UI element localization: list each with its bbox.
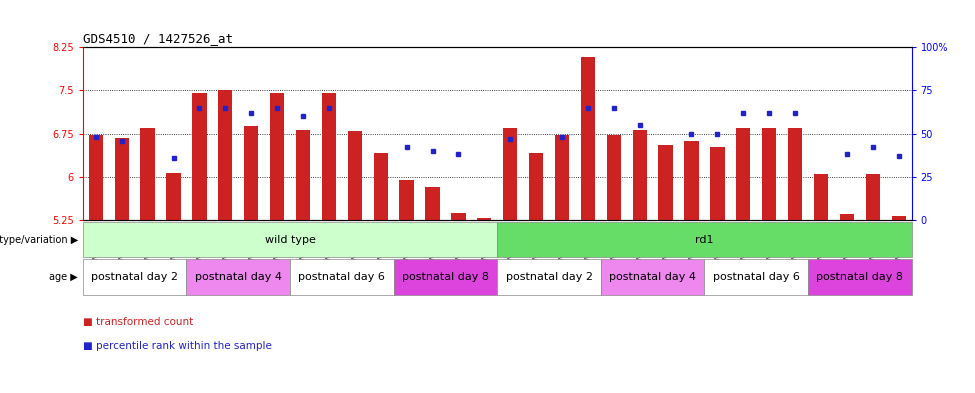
Text: postnatal day 4: postnatal day 4 xyxy=(195,272,282,282)
Bar xyxy=(244,126,258,220)
Bar xyxy=(704,259,808,295)
Bar xyxy=(477,219,491,220)
Bar xyxy=(601,259,704,295)
Bar xyxy=(186,259,291,295)
Bar xyxy=(89,135,103,220)
Bar xyxy=(400,180,413,220)
Text: postnatal day 6: postnatal day 6 xyxy=(713,272,800,282)
Bar xyxy=(839,214,854,220)
Bar xyxy=(788,128,802,220)
Bar xyxy=(606,135,621,220)
Text: postnatal day 8: postnatal day 8 xyxy=(816,272,903,282)
Bar xyxy=(658,145,673,220)
Bar xyxy=(497,222,912,257)
Bar xyxy=(83,259,186,295)
Bar xyxy=(83,222,497,257)
Bar xyxy=(633,130,646,220)
Text: GDS4510 / 1427526_at: GDS4510 / 1427526_at xyxy=(83,31,233,44)
Text: postnatal day 4: postnatal day 4 xyxy=(609,272,696,282)
Bar xyxy=(808,259,912,295)
Text: genotype/variation ▶: genotype/variation ▶ xyxy=(0,235,78,245)
Text: wild type: wild type xyxy=(264,235,316,245)
Bar xyxy=(891,216,906,220)
Bar xyxy=(581,57,595,220)
Text: ■ percentile rank within the sample: ■ percentile rank within the sample xyxy=(83,341,272,351)
Bar xyxy=(684,141,699,220)
Bar xyxy=(322,93,336,220)
Bar xyxy=(736,128,751,220)
Bar xyxy=(529,152,543,220)
Bar xyxy=(394,259,497,295)
Bar xyxy=(373,152,388,220)
Bar xyxy=(291,259,394,295)
Bar xyxy=(451,213,465,220)
Text: rd1: rd1 xyxy=(695,235,714,245)
Bar xyxy=(814,174,828,220)
Bar xyxy=(762,128,776,220)
Bar xyxy=(866,174,879,220)
Bar xyxy=(348,131,362,220)
Text: ■ transformed count: ■ transformed count xyxy=(83,317,193,327)
Bar xyxy=(270,93,285,220)
Bar xyxy=(425,187,440,220)
Bar xyxy=(140,128,155,220)
Text: postnatal day 2: postnatal day 2 xyxy=(92,272,178,282)
Bar xyxy=(710,147,724,220)
Bar xyxy=(497,259,601,295)
Text: age ▶: age ▶ xyxy=(50,272,78,282)
Text: postnatal day 2: postnatal day 2 xyxy=(506,272,593,282)
Bar xyxy=(167,173,180,220)
Bar xyxy=(555,135,569,220)
Bar xyxy=(115,138,129,220)
Bar xyxy=(218,90,232,220)
Bar xyxy=(192,93,207,220)
Bar xyxy=(503,128,518,220)
Bar xyxy=(295,130,310,220)
Text: postnatal day 6: postnatal day 6 xyxy=(298,272,385,282)
Text: postnatal day 8: postnatal day 8 xyxy=(402,272,488,282)
